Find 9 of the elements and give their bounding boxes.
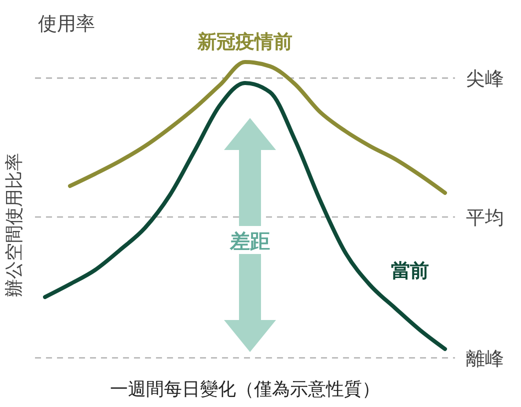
y-axis-title: 辦公空間使用比率	[4, 153, 25, 297]
ref-line-label: 尖峰	[466, 68, 504, 90]
series-label: 新冠疫情前	[196, 31, 292, 53]
x-axis-title: 一週間每日變化（僅為示意性質）	[110, 379, 380, 400]
annotation: 差距	[229, 229, 270, 253]
ref-line-label: 平均	[466, 206, 504, 229]
series-label: 當前	[391, 260, 429, 282]
text: 使用率	[38, 13, 95, 35]
ref-line-label: 離峰	[466, 348, 504, 370]
